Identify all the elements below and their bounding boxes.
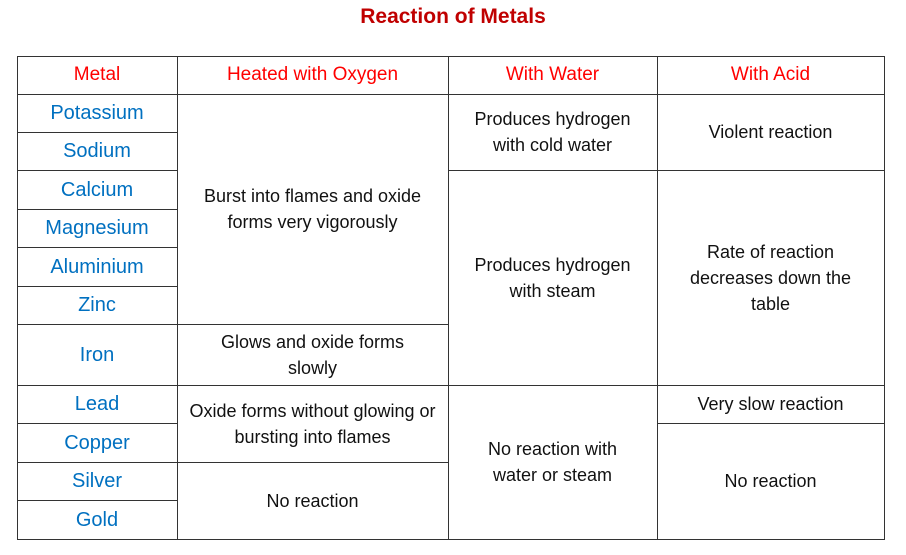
metal-cell: Iron	[16, 323, 178, 386]
header-acid: With Acid	[656, 55, 885, 95]
metal-cell: Copper	[16, 422, 178, 463]
oxygen-cell: Oxide forms without glowing or bursting …	[176, 384, 449, 463]
metal-cell: Sodium	[16, 131, 178, 171]
metal-cell: Lead	[16, 384, 178, 424]
oxygen-cell: Glows and oxide forms slowly	[176, 323, 449, 386]
acid-cell: No reaction	[656, 422, 885, 540]
page-title: Reaction of Metals	[360, 5, 546, 28]
water-cell: No reaction with water or steam	[447, 384, 658, 540]
acid-cell: Very slow reaction	[656, 384, 885, 424]
oxygen-cell: Burst into flames and oxide forms very v…	[176, 93, 449, 325]
header-metal: Metal	[16, 55, 178, 95]
metal-cell: Zinc	[16, 285, 178, 325]
metal-cell: Potassium	[16, 93, 178, 133]
acid-cell: Violent reaction	[656, 93, 885, 171]
header-water: With Water	[447, 55, 658, 95]
header-oxygen: Heated with Oxygen	[176, 55, 449, 95]
water-cell: Produces hydrogen with cold water	[447, 93, 658, 171]
metal-cell: Gold	[16, 499, 178, 540]
water-cell: Produces hydrogen with steam	[447, 169, 658, 386]
acid-cell: Rate of reaction decreases down the tabl…	[656, 169, 885, 386]
metal-cell: Magnesium	[16, 208, 178, 248]
metal-cell: Calcium	[16, 169, 178, 210]
metal-cell: Aluminium	[16, 246, 178, 287]
oxygen-cell: No reaction	[176, 461, 449, 540]
metal-cell: Silver	[16, 461, 178, 501]
